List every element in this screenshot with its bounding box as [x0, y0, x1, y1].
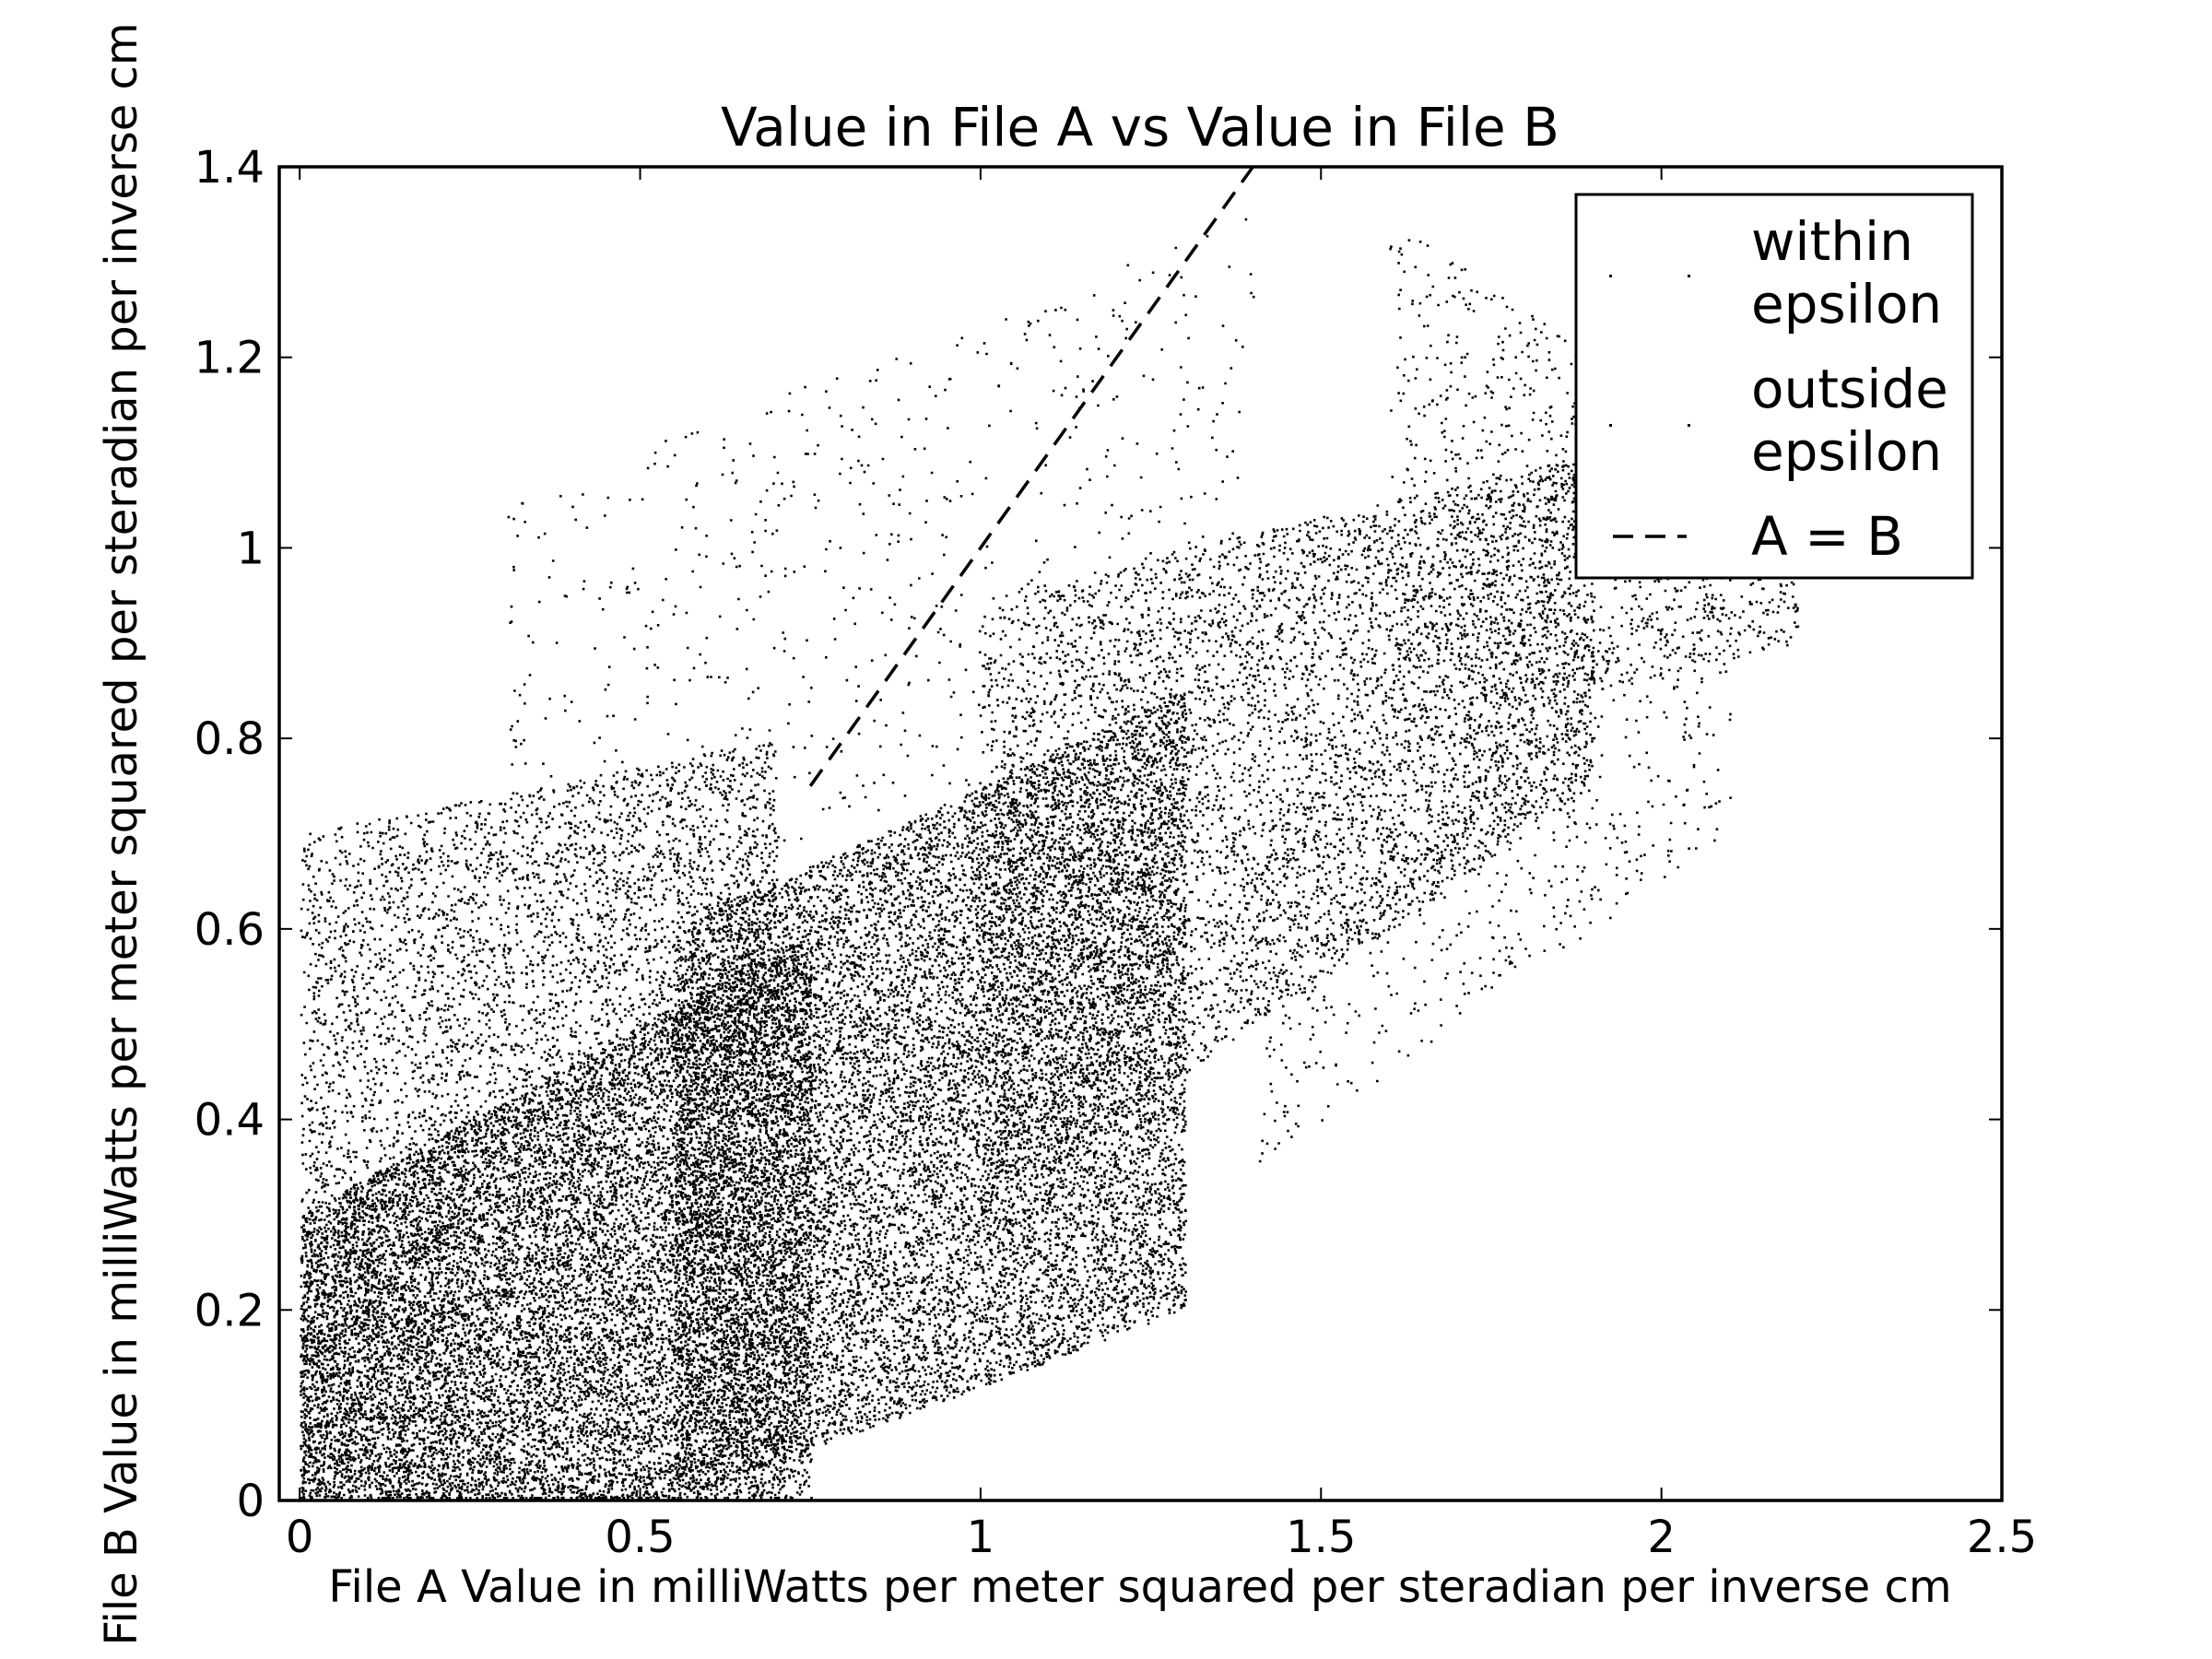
x-tick-label: 1.5	[1286, 1512, 1356, 1563]
y-tick-label: 1.4	[194, 142, 265, 194]
legend: within epsilon outside epsilon A = B	[1574, 193, 1974, 580]
reference-line-group	[808, 165, 1254, 787]
legend-label-within-line2: epsilon	[1751, 273, 1942, 335]
y-tick-label: 0.4	[194, 1095, 265, 1147]
legend-label-outside-line1: outside	[1751, 358, 1948, 420]
legend-marker-within	[1609, 275, 1612, 277]
x-tick-label: 2.5	[1967, 1512, 2037, 1563]
y-tick-label: 0.6	[194, 904, 265, 956]
x-tick-label: 1	[967, 1512, 995, 1563]
scatter-points	[300, 218, 1800, 1500]
legend-marker-outside	[1609, 424, 1612, 427]
legend-box	[1574, 193, 1974, 580]
x-tick-label: 0.5	[605, 1512, 675, 1563]
y-tick-label: 1.2	[194, 333, 265, 384]
axes-frame	[277, 165, 2004, 1502]
legend-marker-outside	[1688, 424, 1690, 427]
series-points-within-epsilon	[300, 239, 1800, 1500]
legend-label-within-line1: within	[1751, 210, 1913, 273]
chart-title: Value in File A vs Value in File B	[721, 96, 1559, 159]
y-tick-label: 0	[236, 1476, 265, 1527]
legend-marker-within	[1688, 275, 1690, 277]
a-equals-b-line	[808, 165, 1254, 787]
x-tick-label: 2	[1647, 1512, 1676, 1563]
y-tick-label: 0.8	[194, 713, 265, 765]
y-tick-label: 0.2	[194, 1285, 265, 1336]
y-tick-label: 1	[236, 523, 265, 574]
axis-ticks: 0 0.5 1 1.5 2 2.5 0 0.2 0.4 0.6 0.8 1 1.2 1.4	[194, 142, 2038, 1563]
legend-label-a-equals-b: A = B	[1751, 505, 1903, 568]
x-tick-label: 0	[286, 1512, 314, 1563]
legend-label-outside-line2: epsilon	[1751, 420, 1942, 483]
y-axis-label: File B Value in milliWatts per meter squ…	[96, 22, 147, 1645]
x-axis-label: File A Value in milliWatts per meter squ…	[328, 1561, 1951, 1613]
